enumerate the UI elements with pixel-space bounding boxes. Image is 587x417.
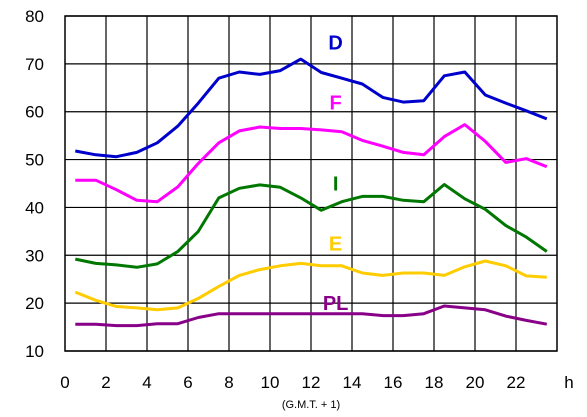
series-label-f: F — [329, 92, 341, 114]
x-tick-label: 20 — [466, 373, 485, 392]
series-label-d: D — [328, 33, 342, 55]
y-tick-label: 20 — [25, 294, 44, 313]
series-label-i: I — [333, 174, 339, 196]
series-line-pl — [75, 304, 548, 328]
x-tick-label: 14 — [343, 373, 362, 392]
x-tick-label: 22 — [507, 373, 526, 392]
x-tick-label: 0 — [60, 373, 69, 392]
y-tick-label: 30 — [25, 246, 44, 265]
x-tick-label: 6 — [183, 373, 192, 392]
y-tick-label: 50 — [25, 151, 44, 170]
y-tick-label: 40 — [25, 198, 44, 217]
y-tick-label: 60 — [25, 103, 44, 122]
x-tick-label: 2 — [101, 373, 110, 392]
x-axis-tick-labels: 0 2 4 6 8 10 12 14 16 18 20 22 — [60, 373, 525, 392]
x-axis-unit-label: h — [564, 373, 573, 392]
series-label-pl: PL — [323, 293, 349, 315]
x-tick-label: 4 — [142, 373, 151, 392]
series-line-f — [75, 123, 548, 204]
y-tick-label: 80 — [25, 7, 44, 26]
x-tick-label: 12 — [302, 373, 321, 392]
series-line-d — [75, 57, 548, 159]
series-label-e: E — [329, 234, 342, 256]
y-tick-label: 70 — [25, 55, 44, 74]
x-tick-label: 10 — [261, 373, 280, 392]
x-tick-label: 18 — [425, 373, 444, 392]
series-line-i — [74, 183, 548, 269]
series-line-e — [74, 259, 547, 312]
y-tick-label: 10 — [25, 342, 44, 361]
series-labels: D F I E PL — [323, 33, 349, 315]
y-axis-tick-labels: 10 20 30 40 50 60 70 80 — [25, 7, 44, 361]
series-lines — [74, 57, 548, 328]
x-tick-label: 8 — [224, 373, 233, 392]
plot-border — [64, 15, 558, 352]
x-tick-label: 16 — [384, 373, 403, 392]
x-axis-sublabel: (G.M.T. + 1) — [282, 399, 340, 411]
